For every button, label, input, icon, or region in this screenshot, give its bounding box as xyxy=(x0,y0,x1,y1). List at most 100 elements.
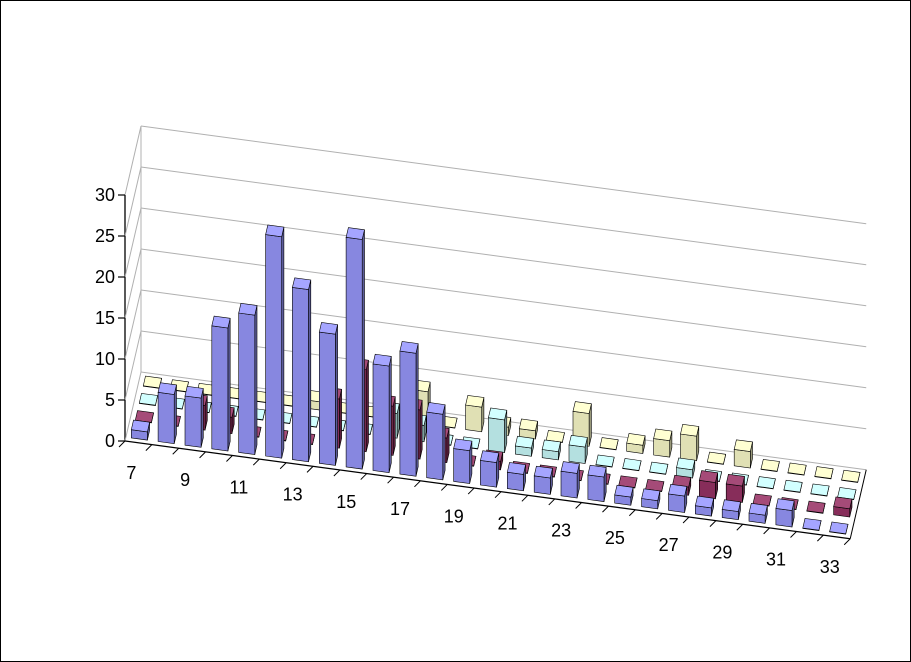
bar-series-3-cat-24 xyxy=(595,454,615,468)
x-tick-label: 9 xyxy=(180,470,190,490)
x-tick-mark xyxy=(306,465,314,473)
x-tick-label: 15 xyxy=(336,492,356,512)
bar-series-1-cat-10 xyxy=(211,315,231,452)
bar-series-1-cat-23 xyxy=(560,461,580,499)
gridline-back-2 xyxy=(140,289,867,389)
bar-series-3-cat-23 xyxy=(568,434,588,464)
bar-series-1-cat-20 xyxy=(480,450,500,488)
bar-series-4-cat-33 xyxy=(841,469,861,483)
x-tick-mark xyxy=(360,473,368,480)
bar-series-1-cat-26 xyxy=(641,488,661,510)
bar-series-1-cat-9 xyxy=(184,385,204,448)
x-tick-mark xyxy=(333,469,341,477)
gridline-side-2 xyxy=(124,289,142,360)
x-tick-label: 13 xyxy=(283,485,303,505)
x-tick-mark xyxy=(575,502,582,509)
x-tick-label: 25 xyxy=(605,528,625,548)
x-tick-mark xyxy=(736,523,744,531)
bar-series-1-cat-8 xyxy=(157,382,177,445)
x-tick-mark xyxy=(682,516,690,524)
bar-series-4-cat-28 xyxy=(706,451,727,465)
bar-series-1-cat-22 xyxy=(533,465,553,495)
bar-series-3-cat-26 xyxy=(649,461,669,475)
bar-series-4-cat-31 xyxy=(787,462,807,476)
bar-series-1-cat-33 xyxy=(829,521,849,535)
bar-series-4-cat-24 xyxy=(599,437,619,451)
x-tick-mark xyxy=(414,480,421,488)
x-tick-mark xyxy=(494,491,502,499)
bar-series-3-cat-30 xyxy=(756,476,776,490)
bar-series-1-cat-11 xyxy=(238,302,258,455)
x-tick-mark xyxy=(602,505,609,513)
x-tick-label: 17 xyxy=(390,499,410,519)
x-tick-label: 23 xyxy=(551,521,571,541)
bar-series-2-cat-28 xyxy=(698,470,719,500)
x-tick-label: 11 xyxy=(230,477,249,497)
bar-series-4-cat-7 xyxy=(142,375,162,389)
gridline-side-5 xyxy=(124,166,142,237)
x-tick-mark xyxy=(521,494,529,502)
x-tick-mark xyxy=(763,527,770,535)
x-tick-label: 27 xyxy=(659,535,679,555)
bar-series-1-cat-7 xyxy=(130,419,150,441)
floor-right-edge xyxy=(849,469,867,539)
bar-series-1-cat-29 xyxy=(721,499,741,521)
bar-series-2-cat-32 xyxy=(806,500,826,514)
x-tick-label: 31 xyxy=(766,550,786,570)
gridline-side-4 xyxy=(124,207,142,278)
bar-series-1-cat-17 xyxy=(399,341,419,477)
x-tick-mark xyxy=(279,462,287,470)
y-tick-label: 15 xyxy=(95,308,115,328)
x-tick-label: 21 xyxy=(497,513,517,533)
x-tick-mark xyxy=(548,498,556,506)
bar-series-3-cat-21 xyxy=(514,435,534,457)
y-tick-label: 30 xyxy=(95,185,115,205)
bar-series-4-cat-27 xyxy=(680,423,700,462)
bar-series-3-cat-32 xyxy=(810,483,830,497)
y-tick-label: 5 xyxy=(105,390,115,410)
bar-series-4-cat-30 xyxy=(760,459,780,472)
bar-series-4-cat-21 xyxy=(518,418,538,440)
x-tick-mark xyxy=(118,440,126,448)
gridline-side-0 xyxy=(124,371,142,442)
x-tick-mark xyxy=(655,513,663,520)
bar-series-1-cat-27 xyxy=(668,483,688,513)
bar-series-1-cat-24 xyxy=(587,464,607,502)
bar-series-3-cat-25 xyxy=(622,458,642,472)
gridline-back-4 xyxy=(140,207,867,307)
gridline-back-6 xyxy=(140,125,867,225)
bar-series-4-cat-25 xyxy=(626,433,646,454)
bar-series-3-cat-22 xyxy=(541,439,561,461)
bar-series-4-cat-19 xyxy=(465,395,485,433)
bar-series-2-cat-29 xyxy=(725,473,745,503)
bar-series-1-cat-12 xyxy=(265,224,285,459)
x-axis-line xyxy=(124,440,851,540)
bar-series-4-cat-26 xyxy=(653,428,673,458)
x-tick-mark xyxy=(709,520,717,527)
gridline-back-5 xyxy=(140,166,867,266)
bar-series-4-cat-29 xyxy=(733,439,753,469)
gridline-back-3 xyxy=(140,248,867,348)
bar-series-4-cat-32 xyxy=(814,466,834,480)
y-tick-label: 10 xyxy=(95,349,115,369)
x-tick-mark xyxy=(145,444,153,451)
bar-series-1-cat-31 xyxy=(775,498,795,528)
bar-series-1-cat-19 xyxy=(453,438,473,484)
x-tick-label: 7 xyxy=(126,463,136,483)
bar-series-3-cat-20 xyxy=(488,407,508,454)
x-tick-mark xyxy=(252,458,260,466)
bar-series-1-cat-14 xyxy=(318,322,338,466)
x-tick-mark xyxy=(199,451,206,459)
bar-series-1-cat-32 xyxy=(802,518,822,531)
gridline-side-6 xyxy=(124,125,142,196)
gridline-side-1 xyxy=(124,330,142,401)
bar-series-1-cat-30 xyxy=(748,502,768,524)
x-tick-label: 33 xyxy=(820,557,840,577)
bar-series-1-cat-13 xyxy=(292,277,312,463)
x-tick-label: 29 xyxy=(712,542,732,562)
x-tick-mark xyxy=(817,534,824,542)
bar-series-3-cat-27 xyxy=(676,457,696,479)
x-tick-mark xyxy=(467,487,475,495)
x-tick-label: 19 xyxy=(444,506,464,526)
bar-series-1-cat-28 xyxy=(694,495,715,517)
